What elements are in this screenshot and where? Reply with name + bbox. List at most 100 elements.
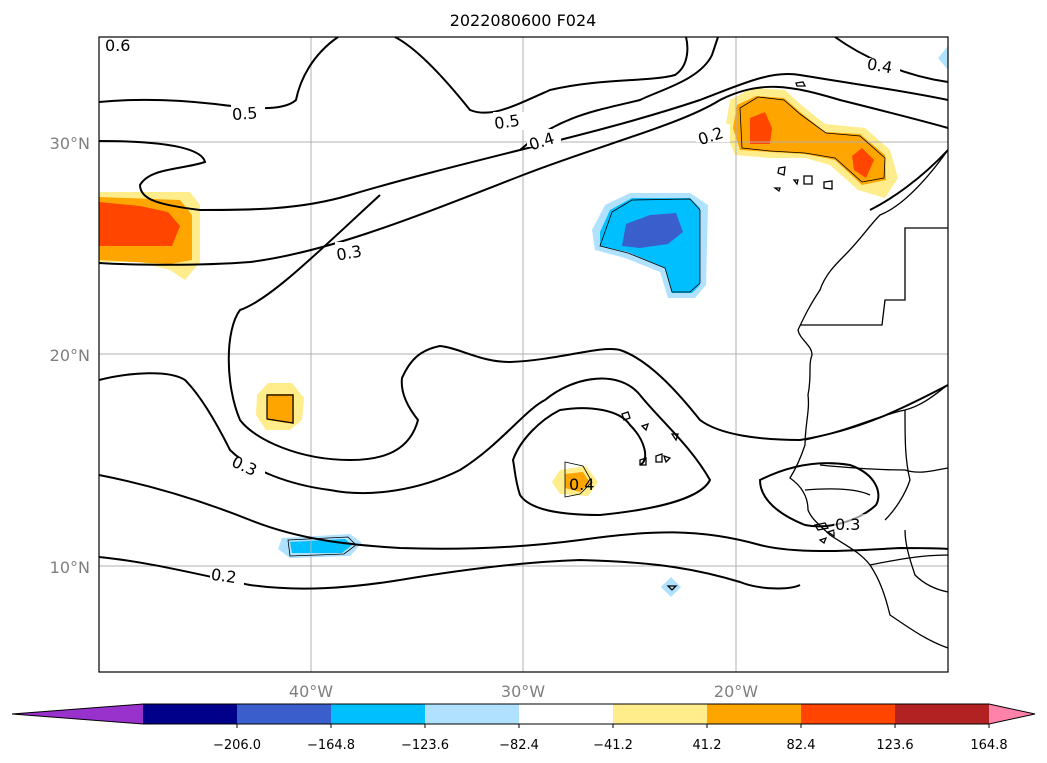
- label-mask: [335, 242, 369, 260]
- colorbar-outline: [11, 703, 1036, 725]
- island: [670, 433, 679, 442]
- shade-patch: [733, 96, 886, 185]
- colorbar-tick-label: −41.2: [593, 738, 633, 753]
- shade-patch: [565, 472, 590, 492]
- label-mask: [834, 514, 868, 532]
- colorbar-tick-label: 41.2: [693, 738, 722, 753]
- longitude-labels: 40°W 30°W 20°W: [289, 682, 758, 701]
- gridlines: [99, 37, 948, 672]
- contour-label: 0.2: [210, 565, 238, 587]
- label-mask: [866, 58, 900, 76]
- contour-line: [98, 372, 712, 517]
- island: [792, 179, 799, 186]
- contour-label: 0.5: [493, 111, 521, 133]
- colorbar-tick-label: 123.6: [876, 738, 913, 753]
- colorbar-segment: [519, 704, 614, 724]
- island: [795, 81, 807, 87]
- island: [773, 187, 781, 193]
- colorbar-segment: [707, 704, 802, 724]
- colorbar-segment: [331, 704, 426, 724]
- shade-outline: [599, 198, 701, 293]
- contour-label: 0.3: [335, 241, 363, 264]
- shade-outline: [739, 96, 886, 183]
- border: [819, 464, 949, 473]
- shade-outline: [564, 461, 593, 498]
- shade-patch: [661, 577, 681, 597]
- colorbar-segment: [425, 704, 520, 724]
- colorbar-tick-label: −206.0: [213, 738, 261, 753]
- border: [904, 529, 949, 593]
- contour-line: [869, 149, 949, 211]
- island: [823, 180, 833, 190]
- island: [777, 166, 786, 176]
- lat-label-30n: 30°N: [50, 134, 90, 153]
- contour-label: 0.4: [866, 54, 894, 77]
- colorbar-segment: [613, 704, 708, 724]
- colorbar-segment: [143, 704, 238, 724]
- shade-patch: [852, 148, 874, 178]
- colorbar-extend-high: [989, 704, 1035, 724]
- map-frame: [98, 36, 949, 673]
- contour-label: 0.6: [105, 36, 130, 55]
- label-mask: [493, 112, 527, 130]
- island: [803, 175, 813, 185]
- shade-outline: [266, 394, 294, 424]
- coastlines: [621, 81, 949, 649]
- contour-line: [98, 73, 949, 212]
- colorbar-extend-low: [12, 704, 143, 724]
- island: [813, 522, 830, 531]
- lon-label-40w: 40°W: [289, 682, 333, 701]
- contour-label: 0.3: [835, 515, 860, 534]
- island: [621, 411, 631, 421]
- island: [640, 422, 650, 432]
- label-mask: [210, 567, 244, 585]
- lat-label-20n: 20°N: [50, 346, 90, 365]
- island: [666, 585, 678, 591]
- contour-line: [98, 474, 949, 552]
- island: [826, 529, 835, 538]
- shaded-field: [99, 46, 948, 597]
- coastline: [789, 149, 949, 649]
- contour-label: 0.5: [231, 103, 258, 124]
- map-panel: 0.6 0.5 0.5 0.4 0.4 0.2 0.3 0.3 0.4 0.3 …: [98, 34, 949, 673]
- border: [869, 554, 949, 566]
- island: [655, 453, 663, 463]
- shade-patch: [99, 202, 180, 246]
- label-mask: [231, 458, 265, 476]
- colorbar-segment: [895, 704, 990, 724]
- colorbar-tick-label: −82.4: [499, 738, 539, 753]
- contour-line: [227, 194, 949, 462]
- label-mask: [696, 124, 730, 142]
- label-mask: [527, 129, 561, 147]
- lat-label-10n: 10°N: [50, 558, 90, 577]
- shade-outlines: [266, 96, 886, 557]
- figure-title: 2022080600 F024: [450, 11, 597, 30]
- shade-outline: [287, 536, 357, 557]
- colorbar-tick-label: −164.8: [307, 738, 355, 753]
- contour-labels: 0.6 0.5 0.5 0.4 0.4 0.2 0.3 0.3 0.4 0.3 …: [105, 34, 900, 587]
- label-mask: [106, 34, 136, 52]
- lon-label-20w: 20°W: [714, 682, 758, 701]
- shade-patch: [267, 394, 294, 424]
- contour-line: [758, 462, 880, 528]
- lon-label-30w: 30°W: [501, 682, 545, 701]
- border: [804, 384, 949, 441]
- latitude-labels: 30°N 20°N 10°N: [50, 134, 90, 577]
- border: [804, 488, 871, 496]
- contour-label: 0.4: [569, 475, 594, 494]
- shade-patch: [750, 112, 772, 144]
- colorbar-tick-label: 164.8: [970, 738, 1007, 753]
- contour-line: [519, 36, 719, 151]
- shade-patch: [938, 46, 948, 70]
- island: [818, 536, 828, 545]
- colorbar: −206.0 −164.8 −123.6 −82.4 −41.2 41.2 82.4 123.…: [11, 703, 1036, 753]
- colorbar-segment: [801, 704, 896, 724]
- border: [884, 409, 911, 521]
- colorbar-tick-label: −123.6: [401, 738, 449, 753]
- shade-patch: [622, 213, 683, 248]
- island: [662, 454, 672, 464]
- colorbar-segment: [237, 704, 332, 724]
- label-mask: [231, 104, 265, 122]
- colorbar-tick-label: 82.4: [787, 738, 816, 753]
